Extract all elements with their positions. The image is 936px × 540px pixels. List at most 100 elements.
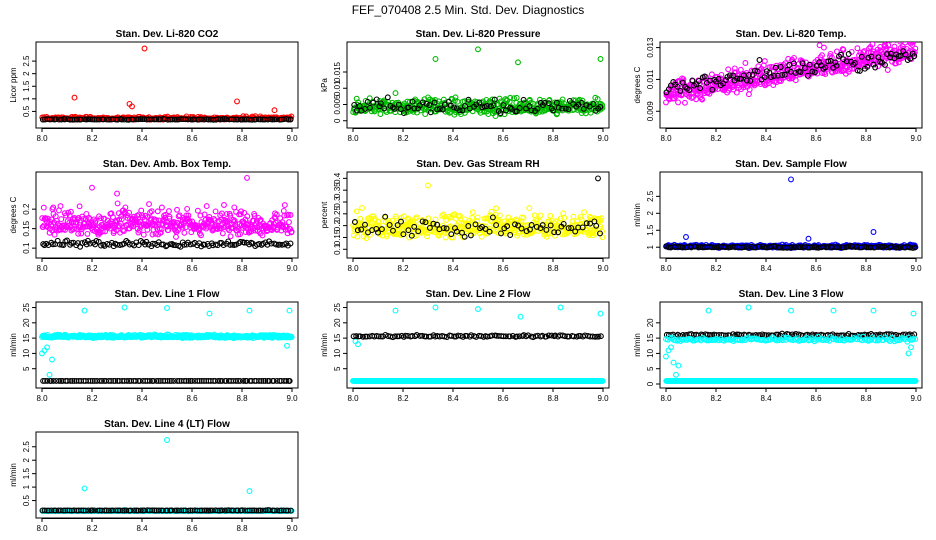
data-point bbox=[244, 213, 251, 220]
x-tick-label: 8.4 bbox=[447, 264, 459, 273]
data-point bbox=[219, 230, 226, 237]
data-point bbox=[806, 61, 813, 68]
data-point bbox=[828, 54, 835, 61]
x-tick-label: 8.0 bbox=[660, 264, 672, 273]
x-tick-label: 8.2 bbox=[86, 134, 98, 143]
data-point bbox=[427, 109, 434, 116]
data-point bbox=[375, 219, 382, 226]
data-point bbox=[747, 77, 754, 84]
data-point bbox=[749, 71, 756, 78]
y-tick-label: 1.5 bbox=[22, 80, 31, 92]
data-point bbox=[154, 208, 161, 215]
data-point bbox=[448, 231, 455, 238]
plot-frame bbox=[35, 301, 299, 389]
data-point bbox=[363, 333, 370, 340]
x-tick-label: 8.4 bbox=[447, 134, 459, 143]
data-point bbox=[398, 218, 404, 225]
outlier-point bbox=[595, 175, 601, 182]
data-point bbox=[97, 377, 103, 384]
data-point bbox=[239, 116, 246, 123]
data-point bbox=[550, 107, 557, 114]
data-point bbox=[373, 96, 380, 103]
x-tick-label: 8.6 bbox=[810, 394, 822, 403]
data-point bbox=[356, 102, 363, 109]
data-point bbox=[534, 105, 541, 112]
x-tick-label: 8.2 bbox=[710, 134, 722, 143]
data-point bbox=[768, 74, 774, 81]
data-point bbox=[87, 377, 94, 384]
data-point bbox=[65, 209, 72, 216]
x-tick-label: 8.0 bbox=[36, 134, 48, 143]
x-tick-label: 8.4 bbox=[136, 134, 148, 143]
data-point bbox=[516, 105, 523, 111]
x-tick-label: 8.4 bbox=[136, 264, 148, 273]
x-tick-label: 8.8 bbox=[547, 264, 559, 273]
data-point bbox=[677, 87, 684, 94]
data-point bbox=[183, 212, 190, 219]
data-point bbox=[271, 116, 278, 123]
data-point bbox=[891, 42, 895, 43]
points-layer bbox=[663, 42, 919, 106]
points-layer bbox=[39, 304, 295, 384]
data-point bbox=[440, 225, 447, 232]
data-point bbox=[67, 377, 74, 384]
data-point bbox=[905, 42, 910, 43]
data-point bbox=[872, 244, 879, 251]
data-point bbox=[681, 99, 688, 106]
data-point bbox=[77, 116, 84, 123]
data-point bbox=[594, 96, 601, 103]
data-point bbox=[405, 104, 412, 111]
data-point bbox=[708, 71, 715, 78]
data-point bbox=[126, 209, 133, 216]
data-point bbox=[44, 377, 51, 384]
data-point bbox=[745, 71, 752, 78]
data-point bbox=[884, 51, 891, 58]
data-point bbox=[509, 332, 516, 339]
data-point bbox=[409, 98, 416, 105]
data-point bbox=[48, 116, 55, 123]
data-point bbox=[872, 64, 879, 71]
series-raw bbox=[350, 182, 606, 242]
data-point bbox=[439, 106, 446, 113]
data-point bbox=[597, 223, 604, 230]
y-tick-label: 2.5 bbox=[22, 55, 31, 67]
data-point bbox=[227, 233, 234, 240]
data-point bbox=[730, 86, 737, 93]
data-point bbox=[679, 244, 686, 251]
data-point bbox=[557, 215, 564, 222]
data-point bbox=[536, 218, 543, 225]
y-tick-label: 10 bbox=[22, 348, 31, 357]
data-point bbox=[504, 223, 511, 230]
panel-title: Stan. Dev. Sample Flow bbox=[735, 159, 847, 170]
data-point bbox=[790, 60, 797, 67]
data-point bbox=[761, 74, 768, 81]
data-point bbox=[51, 231, 58, 238]
data-point bbox=[731, 65, 738, 72]
y-tick-label: 0.35 bbox=[333, 182, 342, 198]
data-point bbox=[805, 244, 811, 251]
data-point bbox=[885, 42, 892, 48]
data-point bbox=[476, 99, 483, 106]
data-point bbox=[770, 82, 777, 89]
data-point bbox=[709, 86, 716, 93]
data-point bbox=[281, 202, 288, 209]
data-point bbox=[434, 221, 441, 228]
data-point bbox=[501, 111, 508, 118]
y-tick-label: 0.4 bbox=[333, 172, 342, 184]
data-point bbox=[74, 116, 81, 123]
figure-title: FEF_070408 2.5 Min. Std. Dev. Diagnostic… bbox=[352, 3, 585, 17]
data-point bbox=[286, 377, 293, 384]
data-point bbox=[712, 85, 719, 92]
data-point bbox=[568, 225, 575, 231]
data-point bbox=[281, 212, 288, 219]
data-point bbox=[500, 102, 507, 109]
data-point bbox=[150, 377, 157, 384]
y-tick-label: 1.5 bbox=[646, 224, 655, 236]
x-tick-label: 9.0 bbox=[286, 394, 298, 403]
data-point bbox=[370, 213, 377, 220]
data-point bbox=[822, 64, 829, 71]
data-point bbox=[136, 227, 143, 234]
data-point bbox=[273, 211, 280, 218]
x-tick-label: 8.6 bbox=[497, 264, 509, 273]
